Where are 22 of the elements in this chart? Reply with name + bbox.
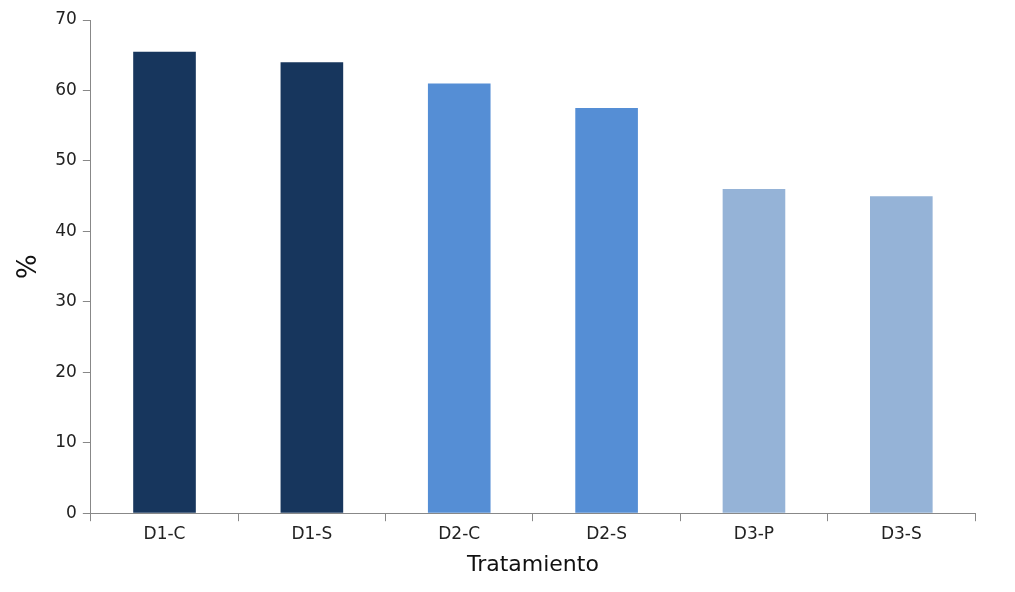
bar (427, 83, 491, 513)
y-tick-label: 10 (55, 431, 77, 452)
x-tick-label: D2-C (438, 522, 481, 543)
y-tick-label: 70 (55, 8, 77, 29)
y-tick-label: 40 (55, 219, 77, 240)
bar (870, 196, 933, 513)
x-tick-label: D1-C (143, 522, 186, 543)
y-tick-label: 50 (55, 149, 77, 170)
bar (280, 62, 344, 513)
x-axis-title: Tratamiento (465, 550, 599, 576)
bar (133, 51, 196, 513)
x-tick-label: D3-S (880, 522, 922, 543)
y-tick-label: 0 (66, 501, 77, 522)
x-tick-label: D2-S (586, 522, 628, 543)
x-tick-label: D1-S (291, 522, 333, 543)
y-tick-label: 30 (55, 290, 77, 311)
bar (722, 189, 786, 513)
y-axis-title: % (12, 254, 43, 279)
y-tick-label: 60 (55, 78, 77, 99)
x-tick-label: D3-P (733, 522, 775, 543)
bar (575, 108, 638, 513)
y-tick-label: 20 (55, 360, 77, 381)
